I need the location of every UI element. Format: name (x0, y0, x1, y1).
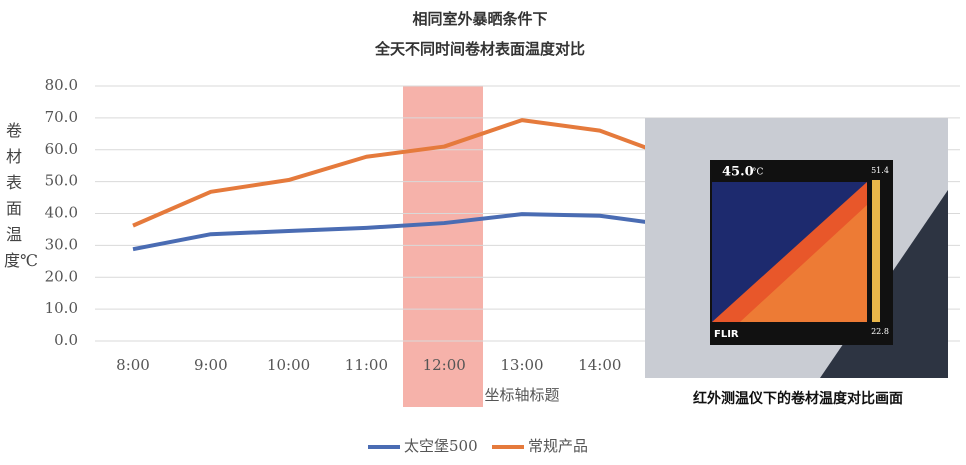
y-tick-label: 80.0 (45, 76, 78, 94)
scale-min: 22.8 (871, 327, 889, 336)
thermal-hot-inner (740, 205, 867, 322)
x-tick-label: 14:00 (578, 356, 621, 374)
legend: 太空堡500 常规产品 (368, 437, 588, 455)
x-tick-label: 13:00 (500, 356, 543, 374)
chart-subtitle: 全天不同时间卷材表面温度对比 (374, 40, 585, 58)
series-line (132, 212, 678, 252)
y-tick-label: 20.0 (45, 267, 78, 285)
scale-max: 51.4 (871, 166, 889, 175)
x-tick-label: 9:00 (194, 356, 228, 374)
brand: FLIR (714, 329, 739, 340)
y-tick-label: 60.0 (45, 140, 78, 158)
x-tick-label: 10:00 (267, 356, 310, 374)
x-axis-title: 坐标轴标题 (484, 386, 559, 404)
x-tick-label: 11:00 (345, 356, 388, 374)
y-tick-label: 70.0 (45, 108, 78, 126)
readout: 45.0 (722, 165, 754, 180)
x-tick-label: 12:00 (423, 356, 466, 374)
readout-unit: °C (752, 168, 764, 178)
legend-label: 常规产品 (528, 437, 588, 455)
y-tick-label: 30.0 (45, 235, 78, 253)
y-tick-label: 40.0 (45, 204, 78, 222)
y-tick-label: 50.0 (45, 172, 78, 190)
chart-title: 相同室外暴晒条件下 (412, 10, 547, 28)
y-tick-label: 0.0 (54, 331, 78, 349)
photo: 45.0 °C 51.4 22.8 FLIR (645, 118, 948, 378)
y-tick-label: 10.0 (45, 299, 78, 317)
x-tick-label: 8:00 (116, 356, 150, 374)
lines (132, 118, 679, 252)
legend-label: 太空堡500 (404, 437, 478, 455)
series-line (132, 118, 679, 228)
photo-caption: 红外测温仪下的卷材温度对比画面 (693, 390, 903, 407)
y-axis-title: 卷材表面温度℃ (4, 121, 38, 270)
thermal-scale (872, 180, 880, 322)
